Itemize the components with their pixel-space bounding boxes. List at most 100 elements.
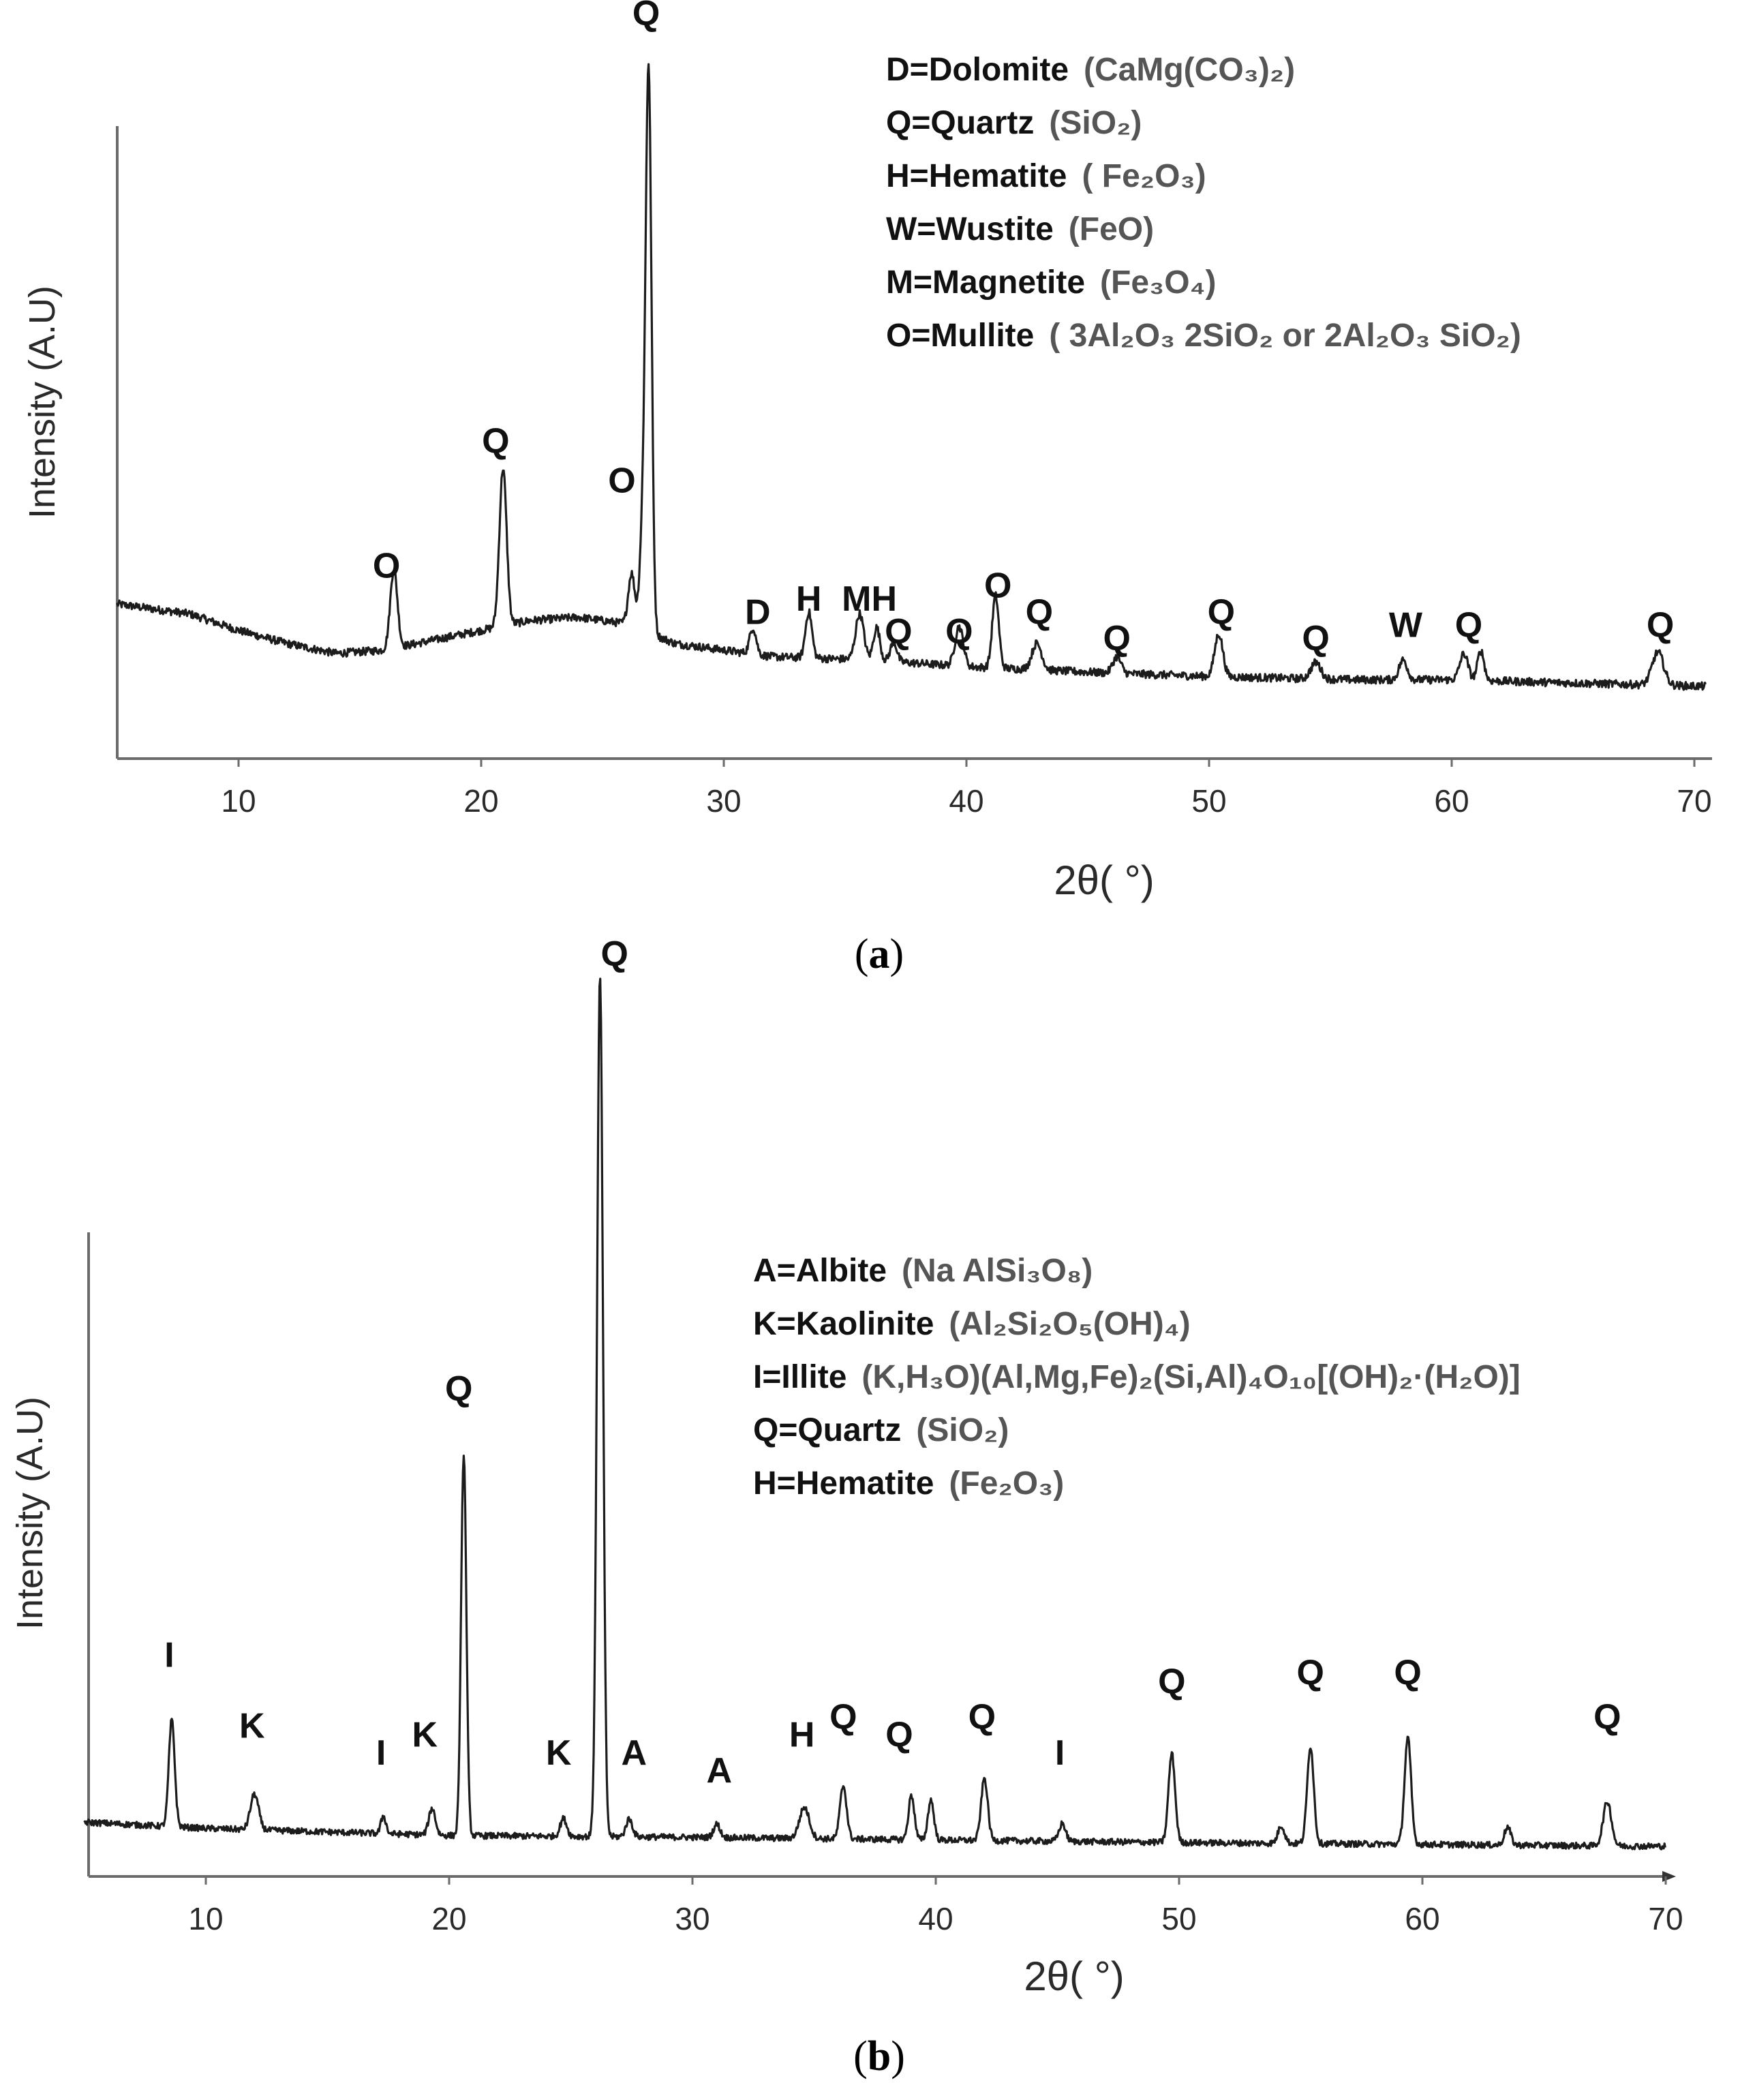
- x-tick-label: 40: [918, 1901, 953, 1936]
- panel-label-letter: b: [868, 2033, 891, 2080]
- x-tick-label: 30: [706, 783, 741, 819]
- x-tick-label: 40: [949, 783, 983, 819]
- peak-label: K: [546, 1733, 572, 1773]
- legend-formula: (Fe₃O₄): [1100, 264, 1216, 301]
- peak-label: Q: [885, 1716, 913, 1755]
- peak-label: Q: [1297, 1654, 1324, 1693]
- x-tick-label: 50: [1161, 1901, 1196, 1936]
- panel-label-close: ): [890, 931, 904, 977]
- peak-label: Q: [1647, 606, 1674, 645]
- peak-label: I: [1055, 1733, 1065, 1773]
- peak-label: MH: [842, 579, 897, 619]
- legend-abbr: I=Illite: [753, 1359, 846, 1395]
- x-tick-label: 30: [675, 1901, 709, 1936]
- legend-abbr: Q=Quartz: [753, 1412, 901, 1448]
- peak-label: O: [608, 461, 635, 500]
- panel-label-close: ): [891, 2033, 905, 2080]
- peak-label: Q: [1208, 592, 1235, 632]
- legend-abbr: O=Mullite: [886, 318, 1034, 354]
- peak-label: Q: [945, 612, 973, 652]
- peak-label: Q: [1302, 619, 1329, 658]
- peak-label: Q: [1593, 1698, 1621, 1737]
- peak-label: Q: [632, 0, 660, 33]
- peak-label: Q: [601, 934, 628, 974]
- legend-abbr: A=Albite: [753, 1253, 887, 1289]
- legend-abbr: W=Wustite: [886, 211, 1054, 247]
- legend-formula: (Al₂Si₂O₅(OH)₄): [949, 1306, 1190, 1342]
- panel-label-open: (: [855, 931, 869, 977]
- peak-label: Q: [1026, 592, 1053, 632]
- legend-abbr: H=Hematite: [886, 158, 1067, 194]
- x-tick-label: 20: [463, 783, 498, 819]
- xrd-pattern-series: [83, 977, 1666, 1851]
- x-tick-label: 10: [188, 1901, 223, 1936]
- x-axis-arrow: [1662, 1871, 1676, 1882]
- panel-label: (a): [855, 931, 904, 977]
- legend-formula: ( 3Al₂O₃ 2SiO₂ or 2Al₂O₃ SiO₂): [1049, 318, 1521, 354]
- peak-label: H: [789, 1716, 815, 1755]
- legend-formula: ( Fe₂O₃): [1082, 158, 1206, 194]
- legend-formula: (CaMg(CO₃)₂): [1084, 52, 1295, 88]
- legend-formula: (SiO₂): [1049, 105, 1142, 141]
- peak-label: A: [706, 1751, 732, 1791]
- y-axis-title: Intensity (A.U): [10, 1397, 50, 1630]
- legend-entry: I=Illite (K,H₃O)(Al,Mg,Fe)₂(Si,Al)₄O₁₀[(O…: [753, 1359, 1521, 1395]
- peak-label: Q: [482, 421, 509, 461]
- y-axis-title: Intensity (A.U): [22, 286, 63, 519]
- peak-label: D: [745, 592, 771, 632]
- xrd-pattern-series: [116, 63, 1707, 691]
- legend-abbr: M=Magnetite: [886, 264, 1085, 301]
- legend-entry: D=Dolomite (CaMg(CO₃)₂): [886, 52, 1295, 88]
- peak-label: I: [376, 1733, 386, 1773]
- legend-entry: H=Hematite (Fe₂O₃): [753, 1465, 1064, 1502]
- legend-formula: (K,H₃O)(Al,Mg,Fe)₂(Si,Al)₄O₁₀[(OH)₂·(H₂O…: [861, 1359, 1520, 1395]
- x-tick-label: 60: [1405, 1901, 1439, 1936]
- legend-entry: Q=Quartz (SiO₂): [886, 105, 1142, 141]
- peak-label: Q: [445, 1369, 472, 1409]
- peak-label: Q: [885, 612, 912, 652]
- peak-label: Q: [1394, 1654, 1421, 1693]
- legend-entry: O=Mullite ( 3Al₂O₃ 2SiO₂ or 2Al₂O₃ SiO₂): [886, 318, 1521, 354]
- peak-label: Q: [968, 1698, 996, 1737]
- peak-label: Q: [829, 1698, 857, 1737]
- legend-entry: M=Magnetite (Fe₃O₄): [886, 264, 1216, 301]
- peak-label: A: [622, 1733, 647, 1773]
- legend-entry: K=Kaolinite (Al₂Si₂O₅(OH)₄): [753, 1306, 1191, 1342]
- legend-formula: (FeO): [1069, 211, 1154, 247]
- legend-abbr: D=Dolomite: [886, 52, 1069, 88]
- peak-label: I: [164, 1636, 174, 1675]
- legend-abbr: Q=Quartz: [886, 105, 1034, 141]
- legend-abbr: K=Kaolinite: [753, 1306, 934, 1342]
- peak-label: H: [796, 579, 822, 619]
- legend-entry: Q=Quartz (SiO₂): [753, 1412, 1009, 1448]
- legend-formula: (Na AlSi₃O₈): [902, 1253, 1093, 1289]
- x-tick-label: 20: [431, 1901, 466, 1936]
- x-axis-title: 2θ( °): [1024, 1953, 1124, 1999]
- legend-formula: (Fe₂O₃): [949, 1465, 1064, 1502]
- peak-label: W: [1389, 606, 1423, 645]
- legend-abbr: H=Hematite: [753, 1465, 934, 1502]
- x-tick-label: 60: [1434, 783, 1469, 819]
- x-tick-label: 70: [1677, 783, 1711, 819]
- panel-label-open: (: [853, 2033, 868, 2080]
- x-tick-label: 50: [1191, 783, 1226, 819]
- peak-label: K: [239, 1707, 265, 1746]
- legend-entry: H=Hematite ( Fe₂O₃): [886, 158, 1206, 194]
- panel-label: (b): [853, 2033, 905, 2080]
- panel-label-letter: a: [869, 931, 890, 977]
- peak-label: Q: [1455, 606, 1482, 645]
- peak-label: Q: [1103, 619, 1130, 658]
- x-tick-label: 70: [1648, 1901, 1683, 1936]
- legend-entry: W=Wustite (FeO): [886, 211, 1154, 247]
- legend-entry: A=Albite (Na AlSi₃O₈): [753, 1253, 1093, 1289]
- peak-label: O: [984, 566, 1011, 606]
- peak-label: Q: [1158, 1662, 1185, 1702]
- x-axis-title: 2θ( °): [1054, 857, 1154, 903]
- legend-formula: (SiO₂): [916, 1412, 1009, 1448]
- peak-label: O: [373, 547, 400, 586]
- x-tick-label: 10: [221, 783, 256, 819]
- peak-label: K: [412, 1716, 438, 1755]
